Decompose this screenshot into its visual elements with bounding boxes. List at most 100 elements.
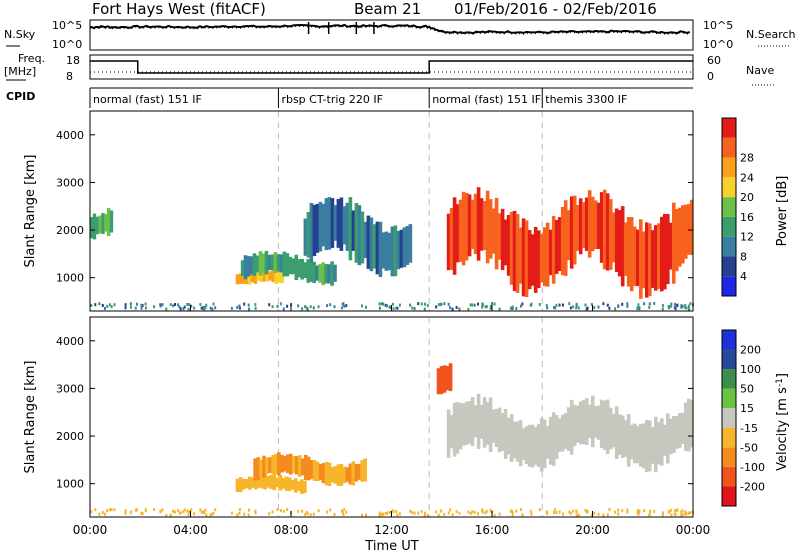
scatter-cell: [660, 216, 664, 292]
scatter-cell: [300, 479, 304, 494]
scatter-cell: [241, 478, 246, 490]
scatter-cell: [536, 424, 541, 467]
ground-scatter-cell: [178, 511, 181, 515]
scatter-cell: [542, 227, 547, 287]
scatter-cell: [342, 206, 347, 245]
ground-scatter-cell: [473, 303, 476, 307]
ground-scatter-cell: [361, 513, 363, 517]
ground-scatter-cell: [144, 508, 147, 512]
scatter-cell: [268, 457, 272, 473]
scatter-cell: [354, 203, 359, 263]
ground-scatter-cell: [577, 513, 580, 517]
ground-scatter-cell: [481, 509, 484, 513]
scatter-cell: [660, 418, 664, 466]
ground-scatter-cell: [491, 302, 494, 305]
ground-scatter-cell: [212, 511, 215, 515]
scatter-cell: [254, 475, 258, 490]
scatter-cell: [518, 227, 523, 284]
ground-scatter-cell: [684, 305, 687, 309]
ground-scatter-cell: [584, 303, 587, 307]
scatter-cell: [292, 456, 296, 474]
ground-scatter-cell: [420, 302, 423, 306]
ytick-label: 2000: [56, 430, 84, 443]
time-tick-label: 00:00: [676, 523, 711, 537]
scatter-cell: [318, 264, 322, 283]
scatter-cell: [482, 201, 487, 250]
scatter-cell: [372, 224, 377, 269]
ground-scatter-cell: [670, 513, 673, 517]
scatter-cell: [476, 393, 481, 449]
nave-tick-high: 60: [707, 54, 721, 67]
velocity-colorbar-tick: -200: [740, 480, 765, 493]
scatter-cell: [101, 213, 105, 234]
ground-scatter-cell: [688, 307, 691, 311]
ground-scatter-cell: [282, 307, 285, 311]
ground-scatter-cell: [520, 304, 522, 308]
scatter-cell: [617, 210, 622, 277]
scatter-cell: [300, 458, 305, 476]
ground-scatter-cell: [342, 512, 345, 516]
scatter-cell: [381, 232, 386, 269]
ground-scatter-cell: [676, 304, 679, 307]
ground-scatter-cell: [124, 306, 127, 310]
ground-scatter-cell: [211, 307, 214, 311]
scatter-cell: [253, 458, 257, 481]
ground-scatter-cell: [653, 302, 656, 305]
nsearch-label: N.Search: [746, 28, 796, 41]
scatter-cell: [303, 262, 307, 278]
ground-scatter-cell: [340, 509, 343, 513]
ground-scatter-cell: [106, 509, 109, 513]
ground-scatter-cell: [398, 512, 401, 516]
scatter-cell: [265, 270, 270, 282]
ground-scatter-cell: [202, 305, 205, 309]
ground-scatter-cell: [688, 511, 691, 515]
ground-scatter-cell: [304, 512, 307, 516]
scatter-cell: [599, 399, 604, 448]
colorbar-cell: [722, 137, 736, 158]
scatter-cell: [321, 463, 326, 484]
ground-scatter-cell: [435, 510, 438, 514]
ground-scatter-cell: [136, 302, 138, 306]
ground-scatter-cell: [668, 306, 671, 310]
scatter-cell: [345, 202, 350, 251]
scatter-cell: [506, 215, 511, 276]
scatter-cell: [275, 477, 280, 488]
ground-scatter-cell: [554, 306, 557, 310]
ground-scatter-cell: [108, 303, 111, 307]
ground-scatter-cell: [247, 513, 250, 517]
scatter-cell: [629, 217, 634, 292]
scatter-cell: [276, 254, 281, 272]
scatter-cell: [300, 258, 304, 280]
scatter-cell: [333, 264, 337, 282]
scatter-cell: [473, 405, 478, 438]
ground-scatter-cell: [455, 306, 458, 309]
ground-scatter-cell: [467, 307, 470, 311]
ground-scatter-cell: [140, 306, 143, 310]
ground-scatter-cell: [467, 510, 470, 514]
ground-scatter-cell: [608, 508, 611, 512]
station-title: Fort Hays West (fitACF): [92, 0, 266, 18]
scatter-cell: [284, 476, 289, 491]
scatter-cell: [271, 455, 275, 475]
velocity-colorbar-tick: 200: [740, 344, 761, 357]
scatter-cell: [503, 219, 508, 266]
ground-scatter-cell: [621, 302, 624, 306]
ground-scatter-cell: [643, 302, 646, 306]
ground-scatter-cell: [165, 513, 168, 517]
ground-scatter-cell: [205, 303, 208, 307]
ground-scatter-cell: [554, 508, 557, 511]
nsearch-tick-high: 10^5: [703, 19, 733, 32]
ground-scatter-cell: [674, 513, 677, 516]
scatter-cell: [485, 190, 490, 264]
ground-scatter-cell: [326, 510, 329, 514]
scatter-cell: [663, 213, 667, 290]
ground-scatter-cell: [661, 513, 664, 517]
ground-scatter-cell: [392, 510, 395, 514]
ground-scatter-cell: [680, 513, 683, 517]
ground-scatter-cell: [183, 508, 186, 512]
colorbar-cell: [722, 427, 736, 448]
ground-scatter-cell: [626, 508, 629, 512]
ground-scatter-cell: [182, 307, 185, 311]
ground-scatter-cell: [435, 305, 438, 309]
ground-scatter-cell: [529, 303, 532, 307]
